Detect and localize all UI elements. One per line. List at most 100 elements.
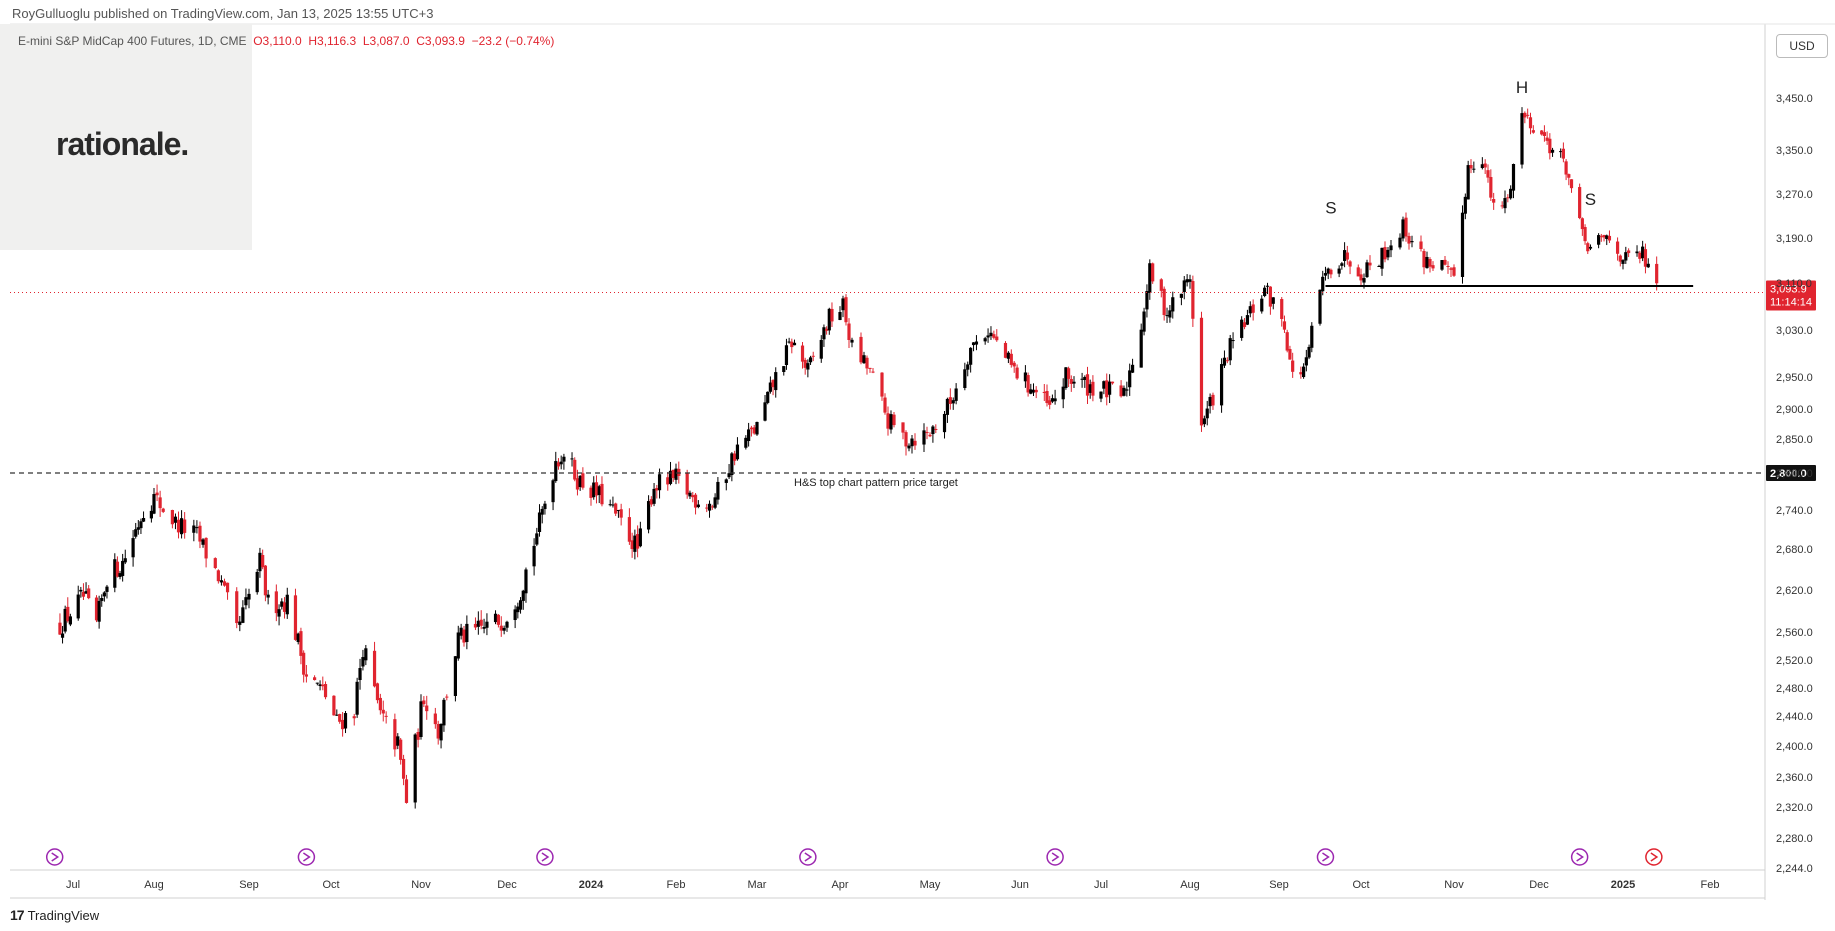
rollover-event-icon[interactable] — [799, 848, 817, 866]
candle-body — [800, 345, 805, 362]
candle-body — [1452, 267, 1456, 276]
candle-body — [1242, 322, 1247, 328]
candle-body — [1638, 252, 1642, 259]
candle-body — [1627, 250, 1631, 254]
candle-body — [989, 332, 993, 337]
candle-body — [865, 357, 869, 369]
candle-body — [1643, 249, 1648, 267]
candle-body — [1219, 364, 1224, 406]
candle-body — [562, 456, 566, 462]
candle-body — [335, 714, 339, 716]
time-tick-label: Jul — [66, 879, 80, 891]
candle-body — [1526, 114, 1530, 116]
candle-body — [1228, 338, 1232, 361]
time-tick-label: Dec — [497, 879, 517, 891]
candles-group — [58, 107, 1659, 809]
candle-body — [844, 297, 848, 323]
candle-body — [97, 600, 101, 622]
candle-body — [910, 438, 914, 447]
candle-body — [827, 308, 831, 331]
tradingview-footer[interactable]: 17 TradingView — [10, 907, 99, 923]
rollover-event-icon[interactable] — [1046, 848, 1064, 866]
candle-body — [925, 432, 929, 434]
event-icon-arrow — [804, 852, 813, 862]
candle-body — [901, 422, 905, 433]
time-tick-label: Oct — [322, 879, 339, 891]
candle-body — [496, 614, 500, 625]
candle-body — [94, 597, 99, 621]
candle-body — [532, 545, 536, 567]
low-value: L3,087.0 — [362, 34, 410, 48]
time-tick-label: Feb — [1701, 879, 1720, 891]
candle-body — [655, 487, 659, 491]
candle-body — [296, 633, 300, 642]
time-tick-label: Jun — [1011, 879, 1029, 891]
event-icon-arrow — [1576, 852, 1585, 862]
candle-body — [1321, 276, 1325, 292]
price-tick-label: 2,400.0 — [1776, 741, 1813, 753]
candle-body — [1045, 390, 1049, 404]
candle-body — [338, 714, 342, 722]
candle-body — [1509, 188, 1513, 199]
candle-body — [668, 470, 673, 484]
candle-body — [763, 402, 767, 421]
candle-body — [201, 539, 205, 545]
candle-body — [1171, 297, 1175, 312]
candle-body — [1168, 310, 1172, 318]
candle-body — [1323, 273, 1328, 276]
rollover-event-icon[interactable] — [297, 848, 316, 866]
candle-body — [868, 367, 872, 369]
candle-body — [1528, 117, 1533, 129]
candle-body — [1282, 321, 1287, 330]
candle-body — [540, 508, 544, 515]
rollover-event-icon[interactable] — [45, 848, 64, 866]
candle-body — [274, 591, 278, 614]
candle-body — [282, 602, 287, 612]
candle-body — [619, 509, 623, 518]
candle-body — [951, 400, 955, 404]
candle-body — [198, 525, 202, 542]
open-value: O3,110.0 — [253, 34, 302, 48]
candle-body — [1550, 149, 1555, 153]
candle-body — [355, 681, 359, 715]
candle-body — [543, 503, 547, 510]
candle-body — [1489, 177, 1493, 198]
candle-body — [768, 382, 772, 392]
candle-body — [1480, 164, 1484, 168]
candle-body — [1404, 217, 1408, 237]
candle-body — [1567, 174, 1571, 178]
candle-body — [1463, 196, 1467, 214]
candle-body — [513, 609, 517, 621]
candle-body — [1122, 387, 1126, 396]
candle-body — [1128, 370, 1132, 388]
earnings-event-icon[interactable] — [1645, 848, 1663, 866]
candle-body — [995, 336, 999, 341]
candle-body — [1599, 236, 1603, 238]
candle-body — [1607, 235, 1612, 241]
rollover-event-icon[interactable] — [1570, 848, 1589, 866]
candle-body — [646, 501, 651, 530]
candle-body — [747, 429, 751, 442]
candle-body — [1337, 268, 1341, 274]
candle-body — [1506, 197, 1510, 199]
candle-body — [1191, 281, 1195, 319]
currency-selector[interactable]: USD — [1776, 34, 1828, 58]
candle-body — [1401, 219, 1405, 239]
candle-body — [1263, 287, 1267, 297]
candle-body — [118, 573, 122, 578]
time-axis: Jul Aug Sep Oct Nov Dec 2024 Feb Mar Apr May Jun Jul… — [66, 879, 1720, 891]
rollover-event-icon[interactable] — [1316, 848, 1335, 866]
candle-body — [332, 695, 336, 716]
candle-body — [1389, 245, 1393, 251]
candle-body — [871, 371, 875, 373]
candle-body — [1580, 218, 1584, 230]
candle-body — [971, 342, 976, 346]
candle-body — [1359, 274, 1363, 281]
candle-body — [1009, 353, 1013, 365]
candle-body — [614, 503, 618, 514]
rollover-event-icon[interactable] — [536, 848, 554, 866]
candle-body — [1605, 235, 1609, 239]
price-tick-label: 3,270.0 — [1776, 189, 1813, 201]
candle-body — [1026, 375, 1030, 393]
